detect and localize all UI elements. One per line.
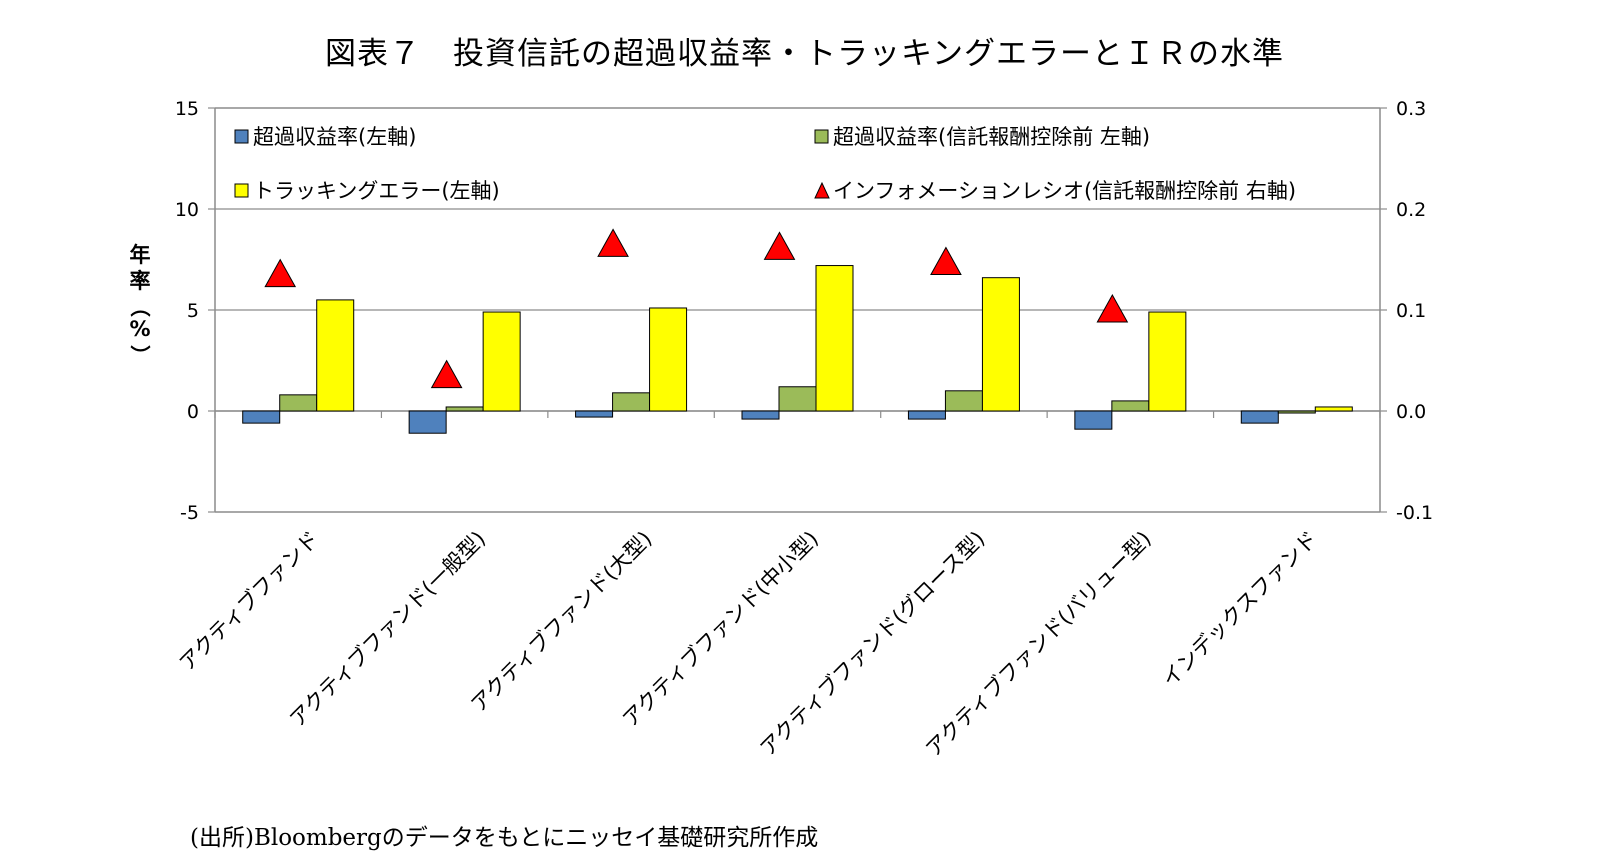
category-label: アクティブファンド(中小型) (618, 527, 823, 732)
bar (316, 299, 355, 412)
legend-swatch (234, 129, 249, 144)
bar (944, 390, 983, 412)
ir-marker (597, 228, 629, 257)
bar (612, 392, 651, 412)
bar (1148, 311, 1187, 412)
bar (1314, 406, 1353, 412)
y-axis-label-char: 率 (130, 269, 151, 293)
ir-marker (1096, 293, 1129, 323)
bar (575, 410, 614, 418)
bar (482, 311, 521, 412)
legend-swatch (814, 181, 830, 199)
bar (981, 277, 1020, 412)
y2-tick-label: 0.0 (1396, 401, 1426, 423)
legend-swatch (234, 183, 249, 198)
ir-marker (930, 246, 962, 276)
legend-label: トラッキングエラー(左軸) (253, 179, 500, 203)
y2-tick-label: 0.3 (1396, 98, 1426, 120)
ir-marker (264, 258, 297, 288)
bar (907, 410, 946, 420)
y-tick-label: 5 (187, 300, 199, 322)
y-tick-label: 0 (187, 401, 199, 423)
y2-tick-label: 0.2 (1396, 199, 1426, 221)
bar (741, 410, 780, 420)
bar (815, 265, 854, 412)
legend-label: 超過収益率(左軸) (253, 125, 416, 149)
y-axis-label-char: 年 (130, 243, 151, 267)
bar (279, 394, 318, 412)
bar (1111, 400, 1150, 412)
source-note: (出所)Bloombergのデータをもとにニッセイ基礎研究所作成 (190, 825, 819, 851)
bar (778, 386, 817, 412)
y-axis-label-char: % (129, 317, 150, 341)
legend-label: インフォメーションレシオ(信託報酬控除前 右軸) (833, 179, 1296, 203)
y2-tick-label: 0.1 (1396, 300, 1426, 322)
bar (445, 406, 484, 412)
chart-title: 図表７ 投資信託の超過収益率・トラッキングエラーとＩＲの水準 (324, 36, 1285, 72)
category-label: アクティブファンド(一般型) (285, 527, 490, 732)
y-axis-label-char: ） (128, 345, 152, 365)
bar (1240, 410, 1279, 424)
category-label: アクティブファンド (175, 527, 324, 676)
category-label: アクティブファンド(大型) (466, 527, 656, 717)
bar (649, 307, 688, 412)
ir-marker (430, 359, 463, 389)
ir-marker (763, 231, 796, 260)
y-tick-label: -5 (180, 502, 199, 524)
bar (242, 410, 281, 424)
y2-tick-label: -0.1 (1396, 502, 1433, 524)
category-label: インデックスファンド (1157, 527, 1322, 692)
y-tick-label: 10 (175, 199, 199, 221)
y-axis-label-char: （ (128, 297, 152, 317)
y-tick-label: 15 (175, 98, 199, 120)
bar (1277, 410, 1316, 414)
bar (408, 410, 447, 434)
legend-label: 超過収益率(信託報酬控除前 左軸) (833, 125, 1150, 149)
legend-swatch (814, 129, 829, 144)
bar (1074, 410, 1113, 430)
